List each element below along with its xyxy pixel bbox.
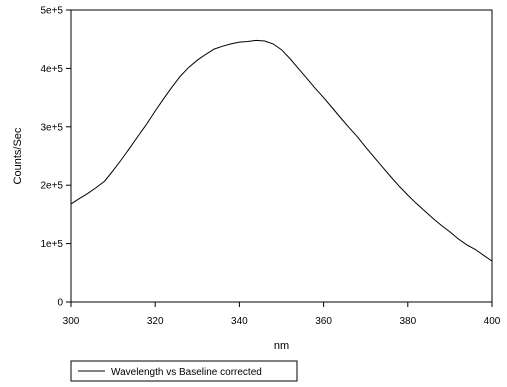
plot-area bbox=[70, 9, 493, 303]
legend-box bbox=[70, 360, 298, 382]
y-tick-label: 4e+5 bbox=[40, 64, 63, 75]
x-tick-label: 300 bbox=[63, 316, 80, 327]
y-axis: 0 1e+5 2e+5 3e+5 4e+5 5e+5 bbox=[40, 6, 71, 309]
x-tick-label: 360 bbox=[315, 316, 332, 327]
y-tick-label: 5e+5 bbox=[40, 6, 63, 17]
y-axis-title: Counts/Sec bbox=[12, 127, 24, 184]
y-tick-label: 1e+5 bbox=[40, 239, 63, 250]
y-tick-label: 2e+5 bbox=[40, 181, 63, 192]
legend-label: Wavelength vs Baseline corrected bbox=[111, 367, 262, 378]
y-tick-label: 3e+5 bbox=[40, 122, 63, 133]
x-axis-title: nm bbox=[274, 340, 289, 352]
y-tick-label: 0 bbox=[57, 298, 63, 309]
x-axis: 300 320 340 360 380 400 bbox=[63, 302, 501, 327]
x-tick-label: 320 bbox=[147, 316, 164, 327]
legend: Wavelength vs Baseline corrected bbox=[70, 360, 298, 382]
series-line bbox=[70, 39, 493, 262]
x-tick-label: 340 bbox=[231, 316, 248, 327]
x-tick-label: 400 bbox=[484, 316, 501, 327]
x-tick-label: 380 bbox=[399, 316, 416, 327]
